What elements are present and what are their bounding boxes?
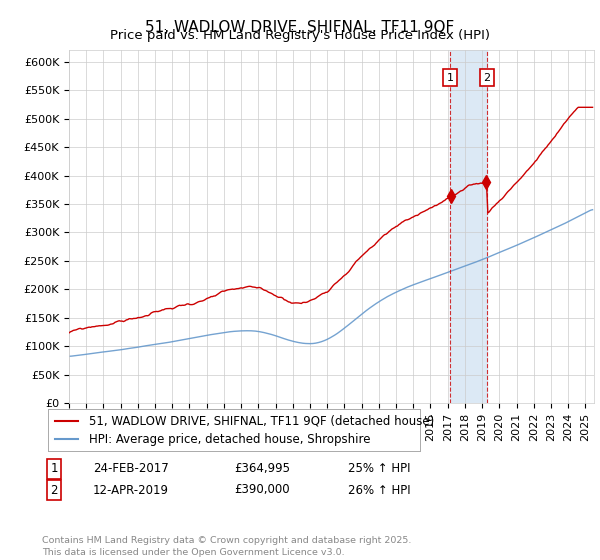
Text: £390,000: £390,000: [234, 483, 290, 497]
Text: 12-APR-2019: 12-APR-2019: [93, 483, 169, 497]
Text: 1: 1: [50, 462, 58, 475]
Text: Contains HM Land Registry data © Crown copyright and database right 2025.
This d: Contains HM Land Registry data © Crown c…: [42, 536, 412, 557]
Text: 2: 2: [484, 73, 490, 83]
Bar: [450, 50, 487, 403]
Text: Price paid vs. HM Land Registry's House Price Index (HPI): Price paid vs. HM Land Registry's House …: [110, 29, 490, 42]
Text: HPI: Average price, detached house, Shropshire: HPI: Average price, detached house, Shro…: [89, 432, 370, 446]
Text: 1: 1: [447, 73, 454, 83]
Text: 26% ↑ HPI: 26% ↑ HPI: [348, 483, 410, 497]
Text: 25% ↑ HPI: 25% ↑ HPI: [348, 462, 410, 475]
Text: 2: 2: [50, 483, 58, 497]
Text: 51, WADLOW DRIVE, SHIFNAL, TF11 9QF (detached house): 51, WADLOW DRIVE, SHIFNAL, TF11 9QF (det…: [89, 414, 434, 427]
Text: 51, WADLOW DRIVE, SHIFNAL, TF11 9QF: 51, WADLOW DRIVE, SHIFNAL, TF11 9QF: [145, 20, 455, 35]
Text: £364,995: £364,995: [234, 462, 290, 475]
Text: 24-FEB-2017: 24-FEB-2017: [93, 462, 169, 475]
